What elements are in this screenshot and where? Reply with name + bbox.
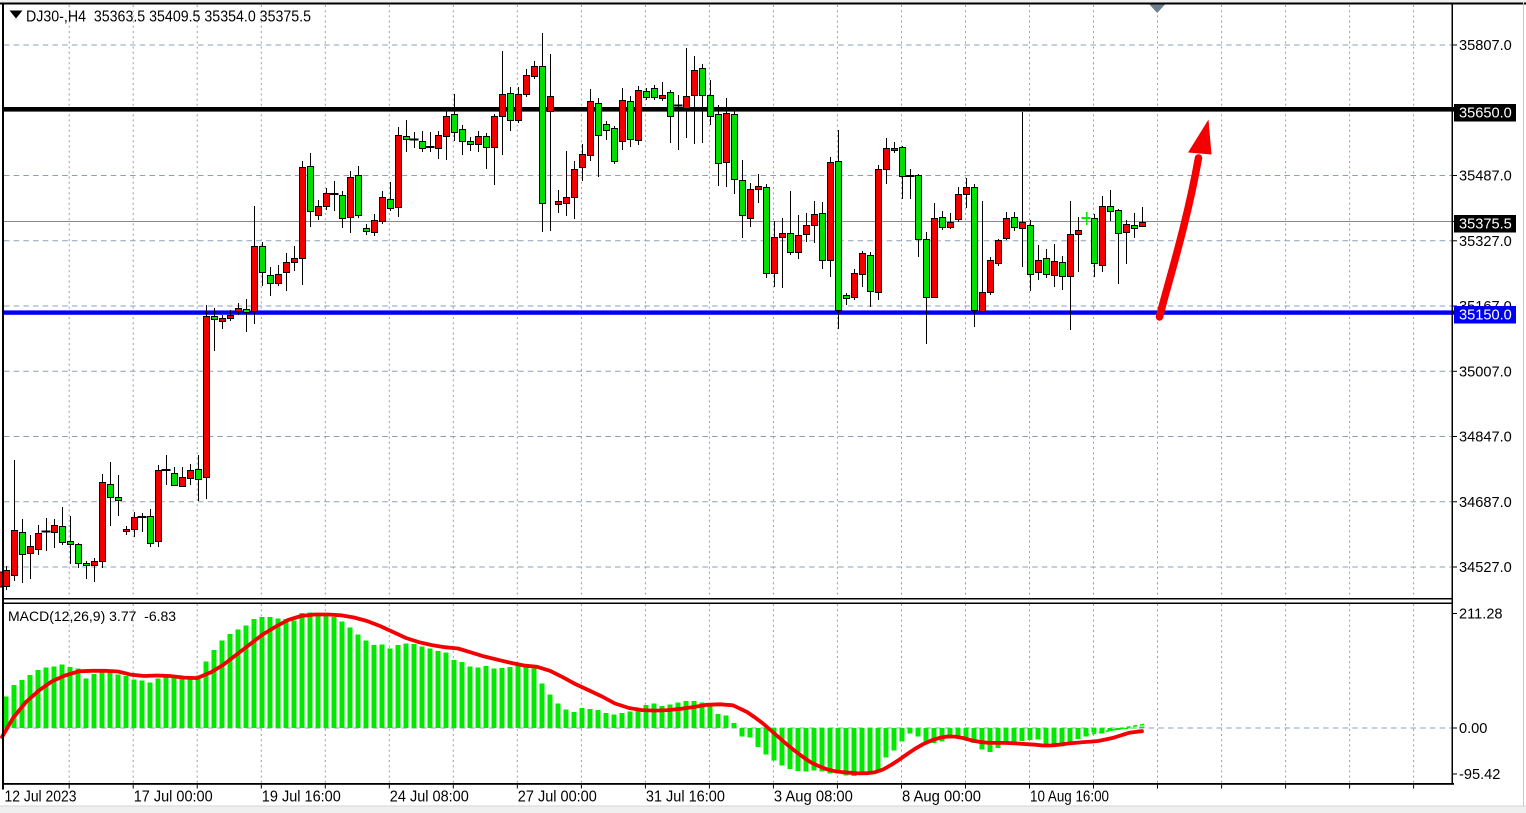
svg-text:35487.0: 35487.0 xyxy=(1459,169,1512,185)
svg-text:35150.0: 35150.0 xyxy=(1459,308,1512,324)
svg-text:35650.0: 35650.0 xyxy=(1459,106,1512,122)
svg-text:27 Jul 00:00: 27 Jul 00:00 xyxy=(518,789,597,806)
svg-text:19 Jul 16:00: 19 Jul 16:00 xyxy=(262,789,341,806)
svg-text:35007.0: 35007.0 xyxy=(1459,364,1512,380)
svg-text:10 Aug 16:00: 10 Aug 16:00 xyxy=(1030,789,1109,806)
svg-text:35807.0: 35807.0 xyxy=(1459,38,1512,54)
svg-text:DJ30-,H4 35363.5 35409.5 3535: DJ30-,H4 35363.5 35409.5 35354.0 35375.5 xyxy=(26,9,311,26)
svg-text:8 Aug 00:00: 8 Aug 00:00 xyxy=(902,789,981,806)
svg-text:211.28: 211.28 xyxy=(1459,607,1503,623)
svg-text:3 Aug 08:00: 3 Aug 08:00 xyxy=(774,789,853,806)
svg-text:-95.42: -95.42 xyxy=(1459,767,1500,783)
svg-text:0.00: 0.00 xyxy=(1459,721,1487,737)
svg-text:MACD(12,26,9) 3.77 -6.83: MACD(12,26,9) 3.77 -6.83 xyxy=(8,608,176,624)
svg-text:17 Jul 00:00: 17 Jul 00:00 xyxy=(134,789,213,806)
svg-text:34847.0: 34847.0 xyxy=(1459,430,1512,446)
svg-text:34527.0: 34527.0 xyxy=(1459,560,1512,576)
svg-text:12 Jul 2023: 12 Jul 2023 xyxy=(5,789,77,806)
svg-text:34687.0: 34687.0 xyxy=(1459,495,1512,511)
svg-text:35327.0: 35327.0 xyxy=(1459,234,1512,250)
svg-text:35375.5: 35375.5 xyxy=(1459,217,1512,233)
svg-text:24 Jul 08:00: 24 Jul 08:00 xyxy=(390,789,469,806)
svg-text:31 Jul 16:00: 31 Jul 16:00 xyxy=(646,789,725,806)
